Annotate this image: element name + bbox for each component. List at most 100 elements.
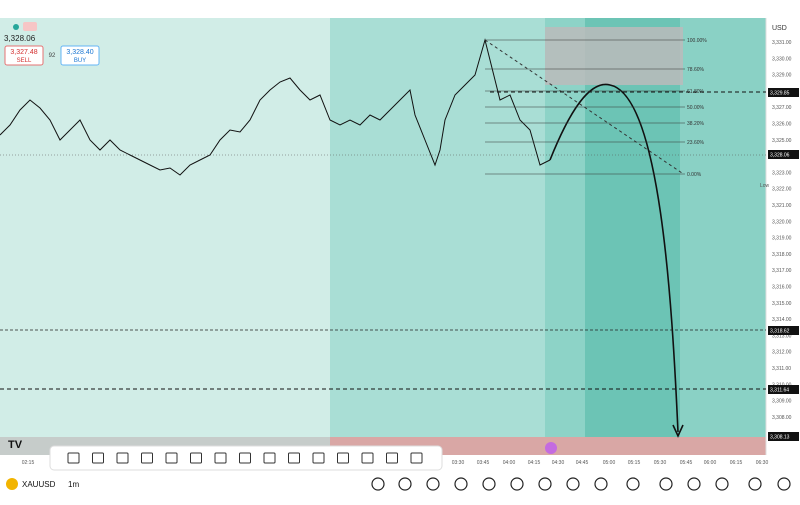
nav-icon[interactable]	[687, 477, 701, 491]
nav-icon[interactable]	[626, 477, 640, 491]
price-tick-label: 3,309.00	[772, 399, 792, 405]
nav-icon[interactable]	[748, 477, 762, 491]
fib-label: 23.60%	[687, 140, 705, 146]
time-tick-label: 06:30	[756, 460, 769, 466]
price-tag-label: 3,328.06	[770, 153, 790, 159]
current-price: 3,328.06	[4, 34, 36, 43]
drawing-tool[interactable]	[141, 452, 153, 464]
fib-label: 61.80%	[687, 89, 705, 95]
zone-mid	[330, 18, 545, 437]
price-path	[0, 38, 551, 176]
zone-b	[585, 18, 680, 437]
event-marker[interactable]	[545, 442, 557, 454]
price-tick-label: 3,315.00	[772, 301, 792, 307]
price-tick-label: 3,321.00	[772, 203, 792, 209]
price-tick-label: 3,327.00	[772, 105, 792, 111]
price-tag-label: 3,311.64	[770, 388, 789, 394]
zone-light	[0, 18, 330, 437]
price-tick-label: 3,325.00	[772, 138, 792, 144]
sell-price: 3,327.48	[10, 49, 37, 56]
price-tick-label: 3,330.00	[772, 56, 792, 62]
nav-icon[interactable]	[510, 477, 524, 491]
price-tick-label: 3,329.00	[772, 73, 792, 79]
fib-label: 0.00%	[687, 172, 702, 178]
time-tick-label: 05:30	[654, 460, 667, 466]
symbol-icon	[6, 478, 18, 490]
nav-icon[interactable]	[715, 477, 729, 491]
time-tick-label: 04:00	[503, 460, 516, 466]
drawing-tool[interactable]	[67, 452, 80, 464]
price-tag	[768, 150, 799, 159]
price-tag	[768, 385, 799, 394]
nav-icon[interactable]	[566, 477, 580, 491]
price-tick-label: 3,312.00	[772, 350, 792, 356]
price-tag-label: 3,329.85	[770, 91, 790, 97]
drawing-tool[interactable]	[116, 452, 129, 464]
arrow-head	[672, 424, 684, 438]
price-tick-label: 3,313.00	[772, 333, 792, 339]
drawing-tool[interactable]	[361, 452, 374, 464]
price-tag	[768, 432, 799, 441]
nav-icon[interactable]	[659, 477, 673, 491]
nav-icon[interactable]	[426, 477, 440, 491]
time-tick-label: 03:30	[452, 460, 465, 466]
drawing-tool[interactable]	[239, 452, 251, 464]
time-tick-label: 05:45	[680, 460, 693, 466]
drawing-tool[interactable]	[337, 452, 349, 464]
fib-label: 100.00%	[687, 38, 707, 44]
drawing-tool[interactable]	[312, 452, 325, 464]
nav-icon[interactable]	[594, 477, 608, 491]
drawing-toolbar	[49, 445, 443, 471]
drawing-tool[interactable]	[386, 452, 398, 464]
time-tick-label: 04:15	[528, 460, 541, 466]
nav-icon[interactable]	[538, 477, 552, 491]
time-tick-label: 05:15	[628, 460, 641, 466]
price-tick-label: 3,319.00	[772, 236, 792, 242]
drawing-tool[interactable]	[165, 452, 178, 464]
price-tag-label: 3,318.62	[770, 329, 790, 335]
price-tick-label: 3,314.00	[772, 317, 792, 323]
currency[interactable]: USD	[772, 25, 787, 32]
fib-label: 78.60%	[687, 67, 705, 73]
price-tick-label: 3,320.00	[772, 219, 792, 225]
price-tick-label: 3,318.00	[772, 252, 792, 258]
time-tick-label: 02:15	[22, 460, 35, 466]
sell-label: SELL	[17, 58, 32, 64]
drawing-tool[interactable]	[190, 452, 202, 464]
price-tick-label: 3,331.00	[772, 40, 792, 46]
time-tick-label: 05:00	[603, 460, 616, 466]
buy-button[interactable]	[60, 45, 100, 66]
low-label: Low	[760, 183, 770, 189]
interval[interactable]: 1m	[68, 480, 79, 489]
spread: 92	[49, 53, 56, 59]
fib-label: 50.00%	[687, 105, 705, 111]
price-tag-label: 3,308.13	[770, 435, 790, 441]
price-tick-label: 3,311.00	[772, 366, 791, 372]
price-tick-label: 3,322.00	[772, 187, 792, 193]
price-tag	[768, 326, 799, 335]
logo: TV	[8, 439, 23, 451]
price-tick-label: 3,326.00	[772, 122, 792, 128]
drawing-tool[interactable]	[410, 452, 423, 464]
drawing-tool[interactable]	[92, 452, 104, 464]
sell-button[interactable]	[4, 45, 44, 66]
buy-price: 3,328.40	[66, 49, 93, 56]
time-tick-label: 03:45	[477, 460, 490, 466]
nav-icon[interactable]	[454, 477, 468, 491]
time-tick-label: 04:45	[576, 460, 589, 466]
price-tick-label: 3,316.00	[772, 285, 792, 291]
time-tick-label: 06:00	[704, 460, 717, 466]
fib-label: 38.20%	[687, 121, 705, 127]
drawing-tool[interactable]	[263, 452, 276, 464]
nav-icon[interactable]	[482, 477, 496, 491]
drawing-tool[interactable]	[288, 452, 300, 464]
drawing-tool[interactable]	[214, 452, 227, 464]
symbol[interactable]: XAUUSD	[22, 480, 56, 489]
nav-icon[interactable]	[398, 477, 412, 491]
badge	[23, 22, 37, 31]
buy-label: BUY	[74, 58, 86, 64]
zone-c	[680, 18, 766, 437]
nav-icon[interactable]	[777, 477, 791, 491]
nav-icon[interactable]	[371, 477, 385, 491]
